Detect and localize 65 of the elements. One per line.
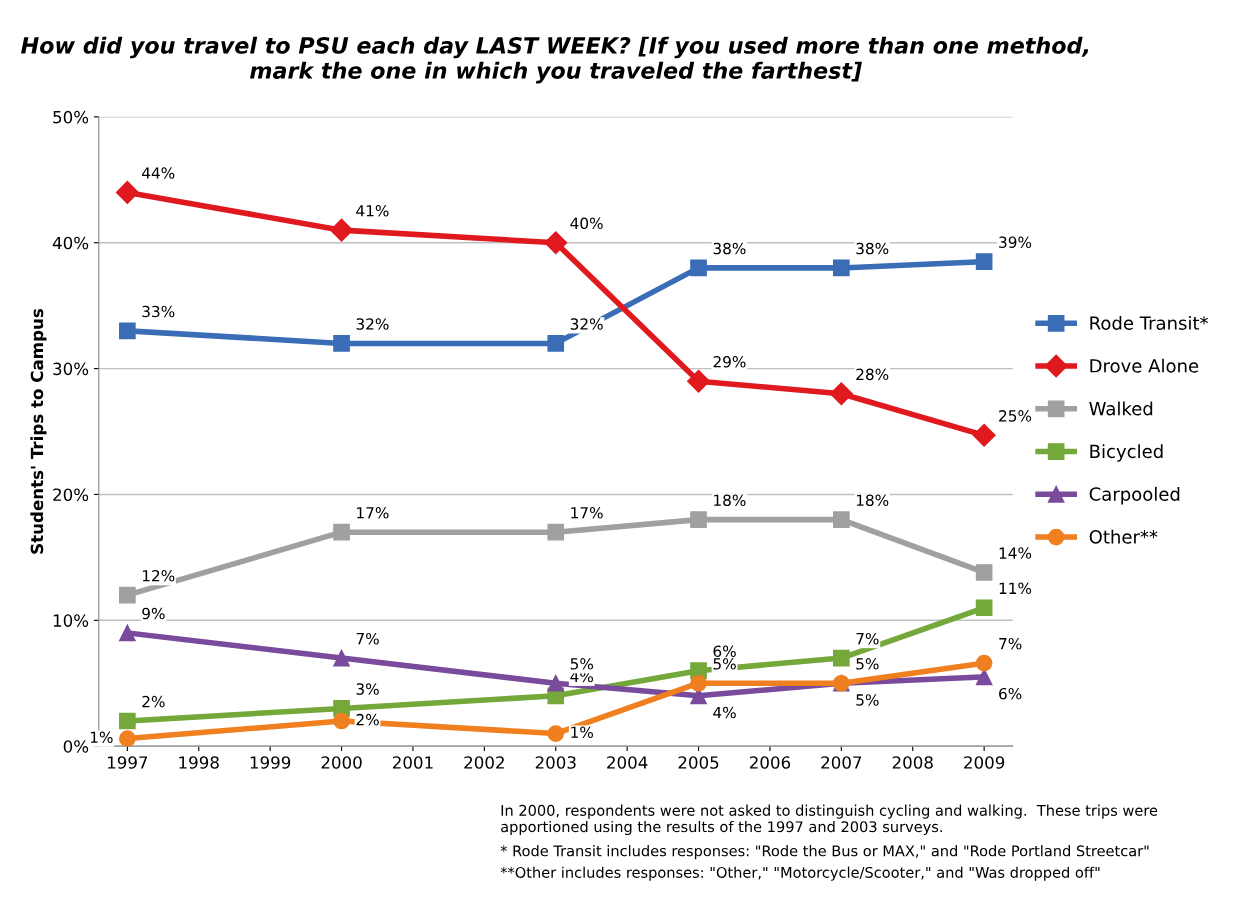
x-tick-label: 2008 — [892, 756, 933, 769]
y-axis-title: Students' Trips to Campus — [30, 308, 47, 554]
data-label: 2% — [142, 695, 165, 708]
data-label: 44% — [142, 167, 175, 179]
y-tick-label: 0% — [63, 740, 89, 753]
data-label: 33% — [142, 305, 175, 318]
x-tick-label: 2006 — [749, 756, 791, 769]
data-label: 2% — [356, 713, 379, 726]
data-label: 3% — [356, 683, 379, 695]
x-tick-label: 2002 — [464, 756, 504, 769]
data-label: 9% — [142, 607, 165, 620]
data-label: 7% — [999, 637, 1022, 650]
data-label: 17% — [571, 507, 603, 519]
data-label: 32% — [570, 318, 603, 330]
data-label: 5% — [856, 694, 879, 706]
legend-label: Bicycled — [1090, 444, 1163, 462]
text: **Other includes responses: "Other," "Motorcycle/Scooter," and "Was dropped off" — [500, 866, 1100, 881]
data-label: 1% — [571, 726, 594, 739]
legend-label: Rode Transit* — [1090, 315, 1209, 330]
data-label: 5% — [570, 658, 594, 670]
data-label: 40% — [570, 217, 603, 230]
text: In 2000, respondents were not asked to distinguish cycling and walking. These trips were apportioned using the results of the 1997 and 2003 surveys. — [501, 804, 1158, 836]
data-label: 32% — [356, 318, 389, 330]
data-label: 18% — [856, 494, 889, 506]
chart-title: How did you travel to PSU each day LAST WEEK? [If you used more than one method, mark the one in which you traveled the farthest] — [21, 36, 1089, 84]
data-label: 6% — [713, 645, 736, 658]
y-tick-label: 20% — [53, 488, 89, 502]
data-label: 11% — [999, 582, 1032, 595]
y-tick-label: 30% — [53, 362, 89, 376]
data-label: 7% — [856, 632, 879, 645]
data-label: 25% — [999, 410, 1032, 422]
data-label: 38% — [856, 242, 889, 255]
data-label: 4% — [713, 706, 736, 719]
data-label: 12% — [142, 569, 175, 582]
x-tick-label: 2005 — [678, 756, 719, 769]
legend-label: Walked — [1089, 401, 1153, 416]
data-label: 18% — [714, 494, 746, 506]
x-tick-label: 2009 — [964, 756, 1005, 769]
y-tick-label: 50% — [53, 110, 89, 124]
x-tick-label: 1998 — [179, 756, 219, 769]
data-label: 28% — [856, 368, 889, 381]
data-label: 39% — [999, 236, 1032, 248]
data-label: 6% — [999, 687, 1022, 700]
data-label: 5% — [713, 658, 736, 670]
x-tick-label: 2001 — [392, 756, 433, 769]
x-tick-label: 2004 — [607, 756, 648, 769]
data-label: 7% — [356, 632, 379, 645]
data-label: 29% — [713, 356, 746, 368]
y-tick-label: 40% — [52, 236, 89, 250]
data-label: 5% — [856, 658, 879, 670]
legend-label: Drove Alone — [1090, 358, 1199, 373]
legend-label: Carpooled — [1089, 486, 1180, 505]
x-tick-label: 1999 — [250, 756, 291, 769]
x-tick-label: 2003 — [535, 756, 576, 769]
data-label: 14% — [999, 547, 1032, 559]
legend-label: Other** — [1089, 529, 1158, 544]
y-tick-label: 10% — [53, 614, 89, 627]
data-label: 1% — [90, 731, 113, 744]
data-label: 17% — [357, 507, 389, 519]
data-label: 38% — [713, 242, 746, 255]
x-tick-label: 2007 — [821, 756, 862, 769]
x-tick-label: 2000 — [321, 756, 362, 769]
x-tick-label: 1997 — [107, 756, 148, 769]
text: * Rode Transit includes responses: "Rode the Bus or MAX," and "Rode Portland Streetcar" — [500, 845, 1149, 860]
data-label: 41% — [356, 204, 389, 217]
